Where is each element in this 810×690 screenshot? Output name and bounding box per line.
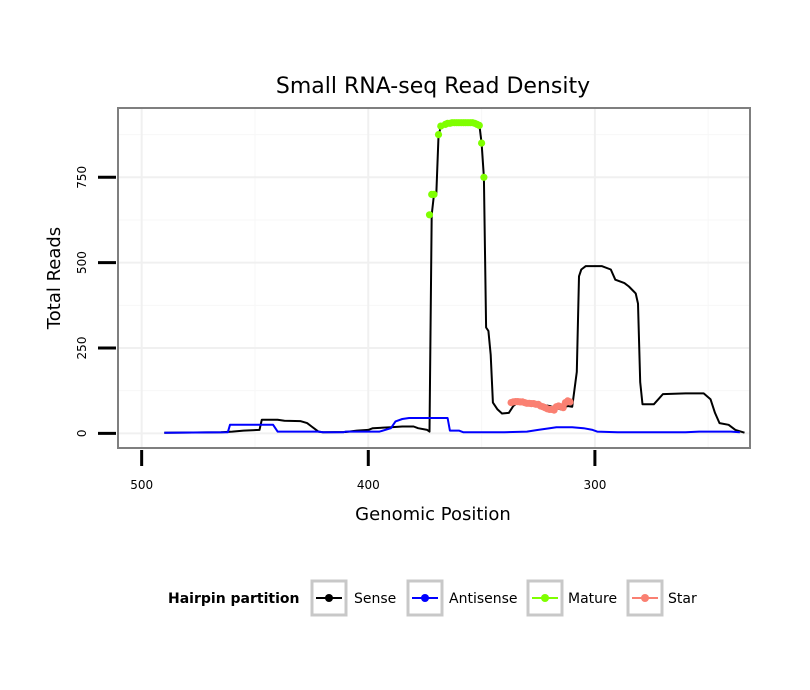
legend: Hairpin partition Sense Antisense Mature… <box>168 579 697 617</box>
data-point-mature <box>480 173 488 181</box>
plot-panel <box>117 107 751 449</box>
legend-key-point <box>325 594 333 602</box>
data-point-star <box>566 398 574 406</box>
x-axis: 500 400 300 <box>130 450 606 492</box>
grid <box>119 109 749 447</box>
legend-item-antisense: Antisense <box>406 579 518 617</box>
data-point-mature <box>430 190 438 198</box>
legend-item-mature: Mature <box>526 579 617 617</box>
y-tick-label: 0 <box>75 429 89 437</box>
data-point-mature <box>478 139 486 147</box>
y-axis-title: Total Reads <box>44 227 65 330</box>
series-points-star <box>507 397 574 414</box>
legend-key-point <box>421 594 429 602</box>
data-point-mature <box>475 121 483 129</box>
legend-label-sense: Sense <box>354 591 396 607</box>
legend-label-mature: Mature <box>568 591 617 607</box>
legend-title: Hairpin partition <box>168 591 299 607</box>
legend-key-point <box>641 594 649 602</box>
y-axis: 0 250 500 750 <box>75 166 116 437</box>
series-layer <box>164 119 745 434</box>
x-tick-label: 300 <box>583 478 606 492</box>
series-points-mature <box>425 119 488 219</box>
legend-label-antisense: Antisense <box>449 591 518 607</box>
legend-item-sense: Sense <box>310 579 396 617</box>
legend-label-star: Star <box>668 591 697 607</box>
x-tick-label: 400 <box>357 478 380 492</box>
x-axis-title: Genomic Position <box>355 504 511 525</box>
y-tick-label: 750 <box>75 166 89 189</box>
data-point-mature <box>425 211 434 219</box>
y-tick-label: 250 <box>75 337 89 360</box>
legend-key-point <box>541 594 549 602</box>
y-tick-label: 500 <box>75 251 89 274</box>
x-tick-label: 500 <box>130 478 153 492</box>
chart-title: Small RNA-seq Read Density <box>276 74 590 99</box>
data-point-mature <box>434 131 443 139</box>
legend-item-star: Star <box>626 579 697 617</box>
series-line-antisense <box>164 417 740 434</box>
